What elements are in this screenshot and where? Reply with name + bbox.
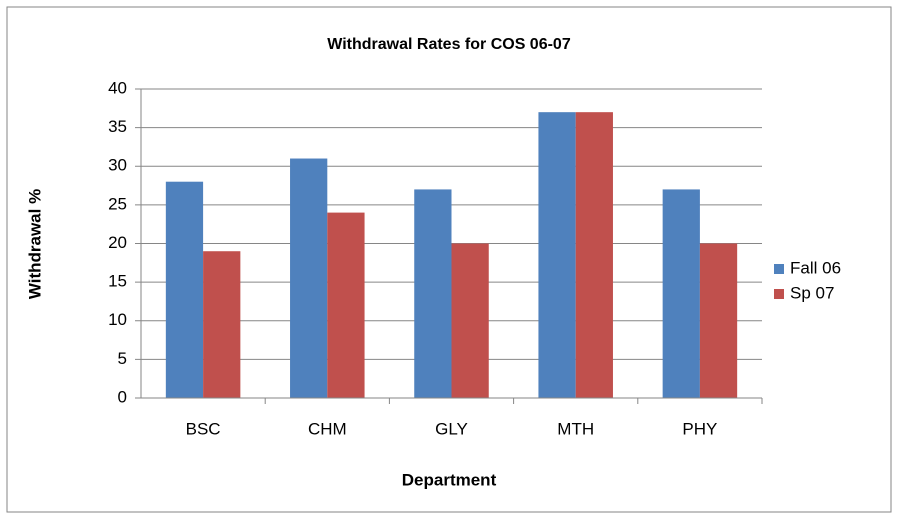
x-tick-label: BSC bbox=[186, 419, 221, 438]
y-tick-label: 15 bbox=[108, 272, 127, 291]
y-tick-label: 20 bbox=[108, 233, 127, 252]
y-tick-label: 10 bbox=[108, 310, 127, 329]
y-tick-label: 25 bbox=[108, 194, 127, 213]
bar bbox=[414, 189, 452, 398]
y-axis-label: Withdrawal % bbox=[25, 189, 44, 299]
legend-swatch bbox=[774, 264, 784, 274]
x-axis-label: Department bbox=[402, 470, 497, 489]
bar bbox=[327, 212, 365, 398]
chart-title: Withdrawal Rates for COS 06-07 bbox=[327, 36, 571, 53]
x-tick-label: PHY bbox=[682, 419, 717, 438]
y-tick-label: 40 bbox=[108, 78, 127, 97]
bar bbox=[699, 243, 738, 398]
y-tick-label: 0 bbox=[118, 387, 127, 406]
legend-label: Fall 06 bbox=[790, 258, 841, 277]
legend-label: Sp 07 bbox=[790, 283, 834, 302]
bar bbox=[290, 158, 328, 398]
bar bbox=[165, 181, 204, 398]
x-tick-label: CHM bbox=[308, 419, 347, 438]
y-tick-label: 30 bbox=[108, 156, 127, 175]
bar bbox=[662, 189, 700, 398]
bar bbox=[575, 112, 613, 399]
bar bbox=[451, 243, 489, 398]
x-tick-label: GLY bbox=[435, 419, 468, 438]
legend-swatch bbox=[774, 289, 784, 299]
bar bbox=[538, 112, 576, 399]
x-tick-label: MTH bbox=[557, 419, 594, 438]
bar bbox=[203, 251, 241, 398]
y-tick-label: 5 bbox=[118, 349, 127, 368]
y-tick-label: 35 bbox=[108, 117, 127, 136]
